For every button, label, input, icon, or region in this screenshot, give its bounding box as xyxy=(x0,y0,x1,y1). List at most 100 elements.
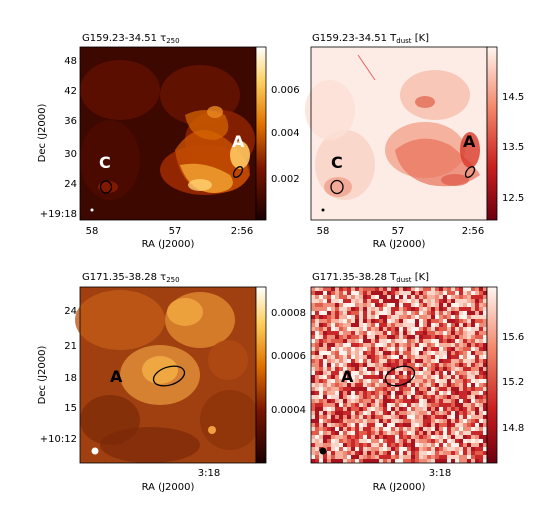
noise-pixel xyxy=(423,443,427,447)
noise-pixel xyxy=(343,375,347,379)
noise-pixel xyxy=(411,319,415,323)
noise-pixel xyxy=(363,299,367,303)
noise-pixel xyxy=(315,335,319,339)
noise-pixel xyxy=(379,423,383,427)
noise-pixel xyxy=(395,399,399,403)
noise-pixel xyxy=(403,315,407,319)
noise-pixel xyxy=(451,415,455,419)
noise-pixel xyxy=(479,403,483,407)
noise-pixel xyxy=(411,447,415,451)
noise-pixel xyxy=(395,387,399,391)
noise-pixel xyxy=(315,403,319,407)
noise-pixel xyxy=(483,379,487,383)
noise-pixel xyxy=(451,323,455,327)
noise-pixel xyxy=(311,359,315,363)
noise-pixel xyxy=(339,363,343,367)
noise-pixel xyxy=(423,387,427,391)
noise-pixel xyxy=(423,319,427,323)
noise-pixel xyxy=(367,363,371,367)
noise-pixel xyxy=(463,319,467,323)
noise-pixel xyxy=(435,295,439,299)
noise-pixel xyxy=(383,375,387,379)
noise-pixel xyxy=(335,415,339,419)
noise-pixel xyxy=(427,367,431,371)
noise-pixel xyxy=(431,423,435,427)
panel-2-title: G159.23-34.51 Tdust [K] xyxy=(312,33,429,45)
noise-pixel xyxy=(339,431,343,435)
noise-pixel xyxy=(423,303,427,307)
noise-pixel xyxy=(315,367,319,371)
noise-pixel xyxy=(475,331,479,335)
noise-pixel xyxy=(367,371,371,375)
noise-pixel xyxy=(451,303,455,307)
noise-pixel xyxy=(435,303,439,307)
noise-pixel xyxy=(427,459,431,463)
noise-pixel xyxy=(367,435,371,439)
tick-label: +19:18 xyxy=(40,209,77,220)
noise-pixel xyxy=(455,331,459,335)
noise-pixel xyxy=(315,439,319,443)
noise-pixel xyxy=(415,391,419,395)
noise-pixel xyxy=(403,411,407,415)
noise-pixel xyxy=(335,419,339,423)
noise-pixel xyxy=(447,455,451,459)
noise-pixel xyxy=(387,299,391,303)
noise-pixel xyxy=(483,423,487,427)
noise-pixel xyxy=(387,355,391,359)
noise-pixel xyxy=(347,299,351,303)
noise-pixel xyxy=(443,319,447,323)
noise-pixel xyxy=(367,299,371,303)
noise-pixel xyxy=(423,311,427,315)
noise-pixel xyxy=(383,451,387,455)
noise-pixel xyxy=(343,355,347,359)
noise-pixel xyxy=(435,299,439,303)
noise-pixel xyxy=(383,427,387,431)
noise-pixel xyxy=(395,451,399,455)
noise-pixel xyxy=(395,391,399,395)
noise-pixel xyxy=(375,411,379,415)
noise-pixel xyxy=(411,423,415,427)
noise-pixel xyxy=(459,295,463,299)
noise-pixel xyxy=(443,443,447,447)
noise-pixel xyxy=(311,295,315,299)
noise-pixel xyxy=(459,355,463,359)
noise-pixel xyxy=(443,455,447,459)
noise-pixel xyxy=(339,459,343,463)
noise-pixel xyxy=(483,387,487,391)
noise-pixel xyxy=(443,335,447,339)
noise-pixel xyxy=(387,311,391,315)
noise-pixel xyxy=(431,287,435,291)
noise-pixel xyxy=(359,379,363,383)
noise-pixel xyxy=(455,307,459,311)
noise-pixel xyxy=(359,315,363,319)
noise-pixel xyxy=(419,375,423,379)
noise-pixel xyxy=(363,335,367,339)
noise-pixel xyxy=(399,431,403,435)
noise-pixel xyxy=(375,351,379,355)
noise-pixel xyxy=(347,423,351,427)
noise-pixel xyxy=(439,391,443,395)
noise-pixel xyxy=(315,363,319,367)
noise-pixel xyxy=(399,403,403,407)
noise-pixel xyxy=(455,419,459,423)
noise-pixel xyxy=(427,327,431,331)
noise-pixel xyxy=(415,331,419,335)
noise-pixel xyxy=(355,359,359,363)
noise-pixel xyxy=(387,411,391,415)
noise-pixel xyxy=(359,387,363,391)
noise-pixel xyxy=(443,287,447,291)
noise-pixel xyxy=(419,291,423,295)
noise-pixel xyxy=(323,355,327,359)
noise-pixel xyxy=(403,295,407,299)
noise-pixel xyxy=(455,383,459,387)
noise-pixel xyxy=(403,407,407,411)
noise-pixel xyxy=(411,383,415,387)
noise-pixel xyxy=(327,299,331,303)
noise-pixel xyxy=(383,459,387,463)
noise-pixel xyxy=(351,371,355,375)
noise-pixel xyxy=(395,315,399,319)
noise-pixel xyxy=(431,407,435,411)
tick-label: 42 xyxy=(64,86,77,97)
noise-pixel xyxy=(447,435,451,439)
noise-pixel xyxy=(479,331,483,335)
